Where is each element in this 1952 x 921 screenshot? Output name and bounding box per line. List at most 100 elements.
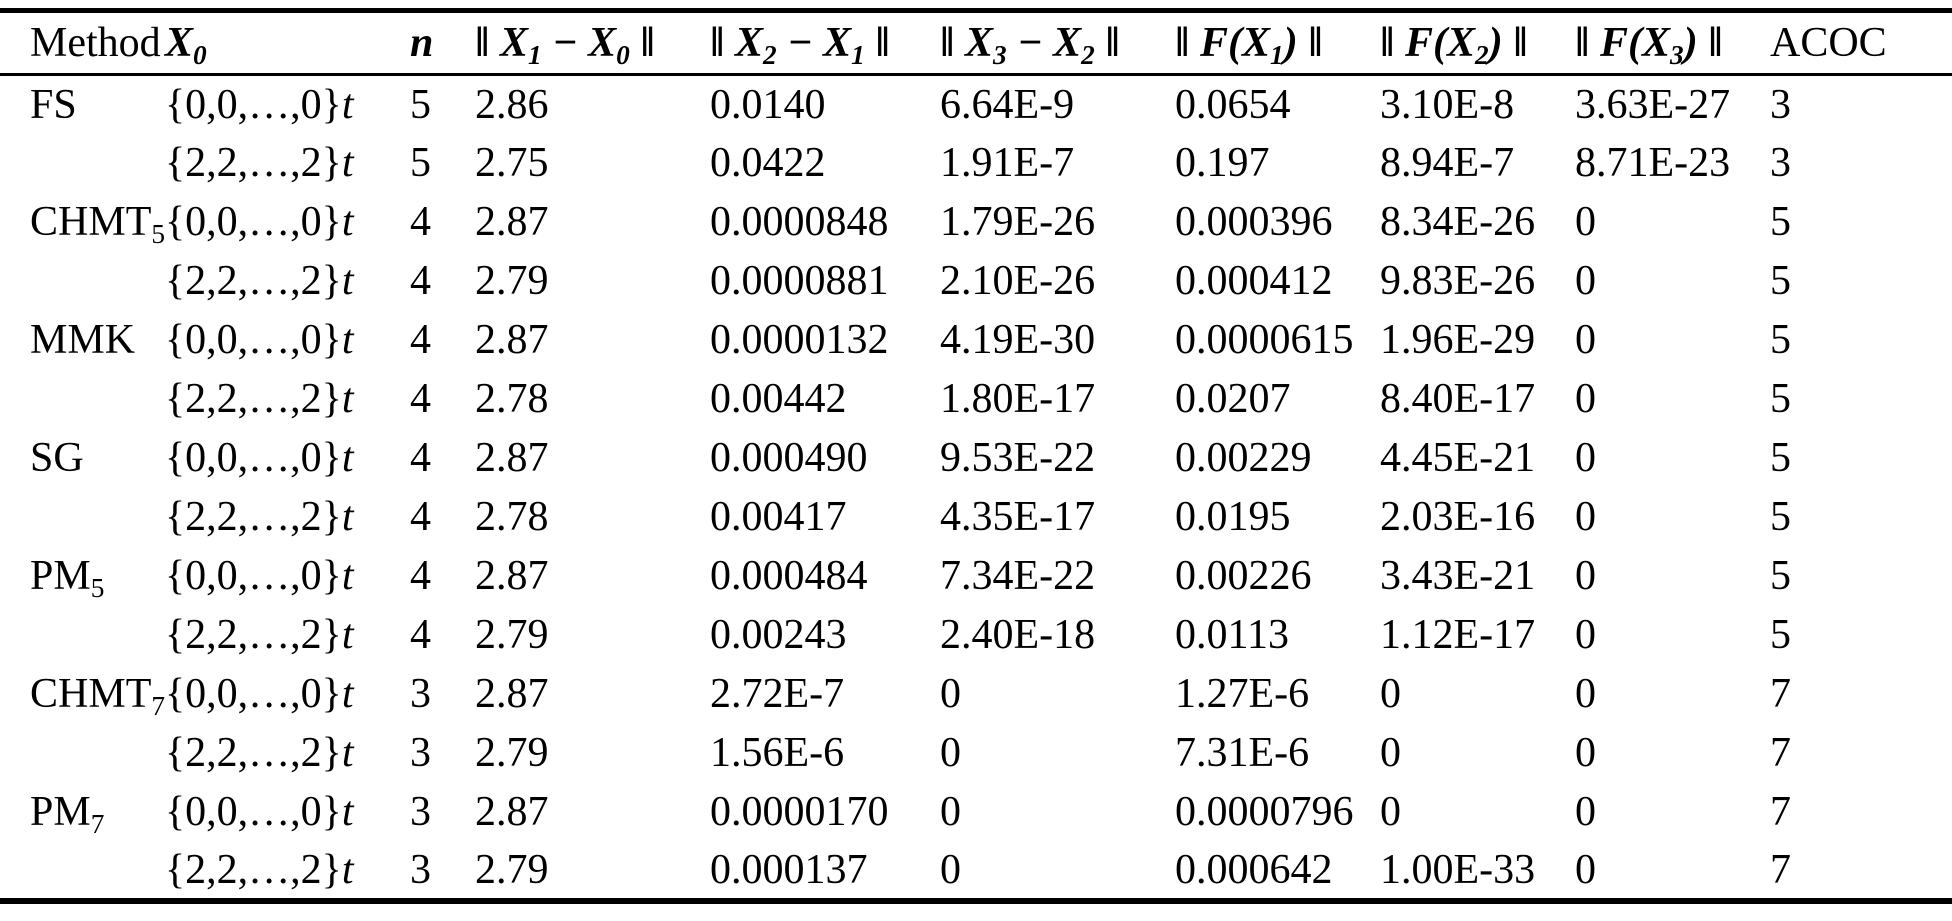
cell-f-x2: 0 [1380, 730, 1401, 776]
cell-x1-x0: 2.87 [475, 671, 549, 717]
cell-x2-x1: 0.0000132 [710, 317, 889, 363]
cell-f-x2: 1.12E-17 [1380, 612, 1536, 658]
cell-x0: {0,0,…,0}t [165, 435, 354, 481]
cell-x1-x0: 2.78 [475, 376, 549, 422]
cell-x3-x2: 0 [940, 846, 961, 893]
cell-n: 5 [410, 81, 431, 128]
cell-f-x1: 0.00226 [1175, 553, 1312, 599]
cell-n: 4 [410, 435, 431, 481]
cell-x2-x1: 0.000490 [710, 435, 868, 481]
cell-x1-x0: 2.87 [475, 199, 549, 245]
cell-x3-x2: 4.35E-17 [940, 494, 1096, 540]
cell-x2-x1: 0.00442 [710, 376, 847, 422]
cell-x3-x2: 2.40E-18 [940, 612, 1096, 658]
col-header-method: Method [30, 20, 161, 66]
cell-method: PM5 [30, 553, 105, 603]
cell-x2-x1: 0.0000848 [710, 199, 889, 245]
cell-f-x3: 8.71E-23 [1575, 140, 1731, 186]
cell-f-x1: 0.0195 [1175, 494, 1291, 540]
cell-f-x2: 3.10E-8 [1380, 81, 1515, 128]
cell-acoc: 5 [1770, 553, 1791, 599]
col-header-f-x2: ‖ F(X2) ‖ [1380, 20, 1528, 70]
table-row: FS {0,0,…,0}t 5 2.86 0.0140 6.64E-9 0.0654 3.10… [0, 75, 1952, 134]
cell-x3-x2: 1.79E-26 [940, 199, 1096, 245]
cell-f-x2: 1.96E-29 [1380, 317, 1536, 363]
table-row: {2,2,…,2}t 4 2.79 0.0000881 2.10E-26 0.000412… [0, 252, 1952, 311]
cell-x1-x0: 2.87 [475, 553, 549, 599]
table-row: {2,2,…,2}t 4 2.78 0.00442 1.80E-17 0.0207 8.40… [0, 370, 1952, 429]
col-header-f-x3: ‖ F(X3) ‖ [1575, 20, 1723, 70]
table-header-row: Method X0 n ‖ X1 − X0 ‖ ‖ X2 − X1 ‖ ‖ X3 − X2… [0, 11, 1952, 75]
cell-x0: {0,0,…,0}t [165, 553, 354, 599]
cell-f-x3: 0 [1575, 612, 1596, 658]
cell-f-x3: 0 [1575, 199, 1596, 245]
table-row: SG {0,0,…,0}t 4 2.87 0.000490 9.53E-22 0.00229… [0, 429, 1952, 488]
cell-n: 3 [410, 671, 431, 717]
table-row: MMK {0,0,…,0}t 4 2.87 0.0000132 4.19E-30 0.000… [0, 311, 1952, 370]
cell-method [0, 134, 165, 193]
table-row: {2,2,…,2}t 4 2.79 0.00243 2.40E-18 0.0113 1.12… [0, 606, 1952, 665]
col-header-acoc: ACOC [1770, 20, 1887, 66]
cell-acoc: 7 [1770, 846, 1791, 893]
cell-f-x1: 0.000642 [1175, 846, 1333, 893]
col-header-x3-x2: ‖ X3 − X2 ‖ [940, 20, 1120, 70]
cell-x0: {2,2,…,2}t [165, 258, 354, 304]
cell-method: CHMT5 [30, 199, 166, 249]
cell-x0: {0,0,…,0}t [165, 789, 354, 835]
numerical-results-table: Method X0 n ‖ X1 − X0 ‖ ‖ X2 − X1 ‖ ‖ X3 − X2… [0, 8, 1952, 904]
cell-n: 4 [410, 199, 431, 245]
cell-f-x2: 0 [1380, 789, 1401, 835]
cell-x1-x0: 2.87 [475, 435, 549, 481]
cell-f-x1: 0.0000796 [1175, 789, 1354, 835]
col-header-f-x1: ‖ F(X1) ‖ [1175, 20, 1323, 70]
cell-x1-x0: 2.78 [475, 494, 549, 540]
cell-f-x1: 0.00229 [1175, 435, 1312, 481]
cell-n: 4 [410, 317, 431, 363]
cell-x2-x1: 1.56E-6 [710, 730, 845, 776]
cell-f-x2: 2.03E-16 [1380, 494, 1536, 540]
cell-f-x1: 1.27E-6 [1175, 671, 1310, 717]
cell-x3-x2: 1.91E-7 [940, 140, 1075, 186]
cell-x1-x0: 2.79 [475, 258, 549, 304]
cell-x2-x1: 0.0422 [710, 140, 826, 186]
table-row: PM7 {0,0,…,0}t 3 2.87 0.0000170 0 0.0000796 0 0 7 [0, 783, 1952, 842]
cell-f-x2: 3.43E-21 [1380, 553, 1536, 599]
cell-x0: {2,2,…,2}t [165, 376, 354, 422]
cell-x1-x0: 2.79 [475, 612, 549, 658]
cell-acoc: 7 [1770, 789, 1791, 835]
table-row: CHMT5 {0,0,…,0}t 4 2.87 0.0000848 1.79E-26 0.0… [0, 193, 1952, 252]
cell-f-x2: 8.34E-26 [1380, 199, 1536, 245]
cell-x0: {2,2,…,2}t [165, 612, 354, 658]
cell-x0: {2,2,…,2}t [165, 494, 354, 540]
cell-n: 4 [410, 612, 431, 658]
cell-x3-x2: 1.80E-17 [940, 376, 1096, 422]
cell-method: PM7 [30, 789, 105, 839]
cell-n: 3 [410, 846, 431, 893]
cell-x1-x0: 2.86 [475, 81, 549, 128]
cell-x3-x2: 0 [940, 789, 961, 835]
cell-n: 4 [410, 494, 431, 540]
cell-f-x3: 0 [1575, 317, 1596, 363]
table-row: {2,2,…,2}t 5 2.75 0.0422 1.91E-7 0.197 8.94E-7… [0, 134, 1952, 193]
cell-n: 5 [410, 140, 431, 186]
cell-f-x3: 0 [1575, 730, 1596, 776]
cell-x3-x2: 2.10E-26 [940, 258, 1096, 304]
cell-acoc: 5 [1770, 199, 1791, 245]
cell-x0: {0,0,…,0}t [165, 671, 354, 717]
cell-f-x3: 0 [1575, 789, 1596, 835]
cell-x0: {0,0,…,0}t [165, 199, 354, 245]
cell-x0: {0,0,…,0}t [165, 81, 354, 128]
cell-f-x1: 0.0000615 [1175, 317, 1354, 363]
table-row: PM5 {0,0,…,0}t 4 2.87 0.000484 7.34E-22 0.0022… [0, 547, 1952, 606]
cell-method [0, 252, 165, 311]
cell-x2-x1: 2.72E-7 [710, 671, 845, 717]
cell-f-x1: 0.000396 [1175, 199, 1333, 245]
cell-f-x1: 0.197 [1175, 140, 1270, 186]
cell-method [0, 370, 165, 429]
cell-acoc: 5 [1770, 317, 1791, 363]
cell-method: SG [30, 435, 84, 481]
cell-x1-x0: 2.75 [475, 140, 549, 186]
cell-f-x1: 7.31E-6 [1175, 730, 1310, 776]
table-row: {2,2,…,2}t 3 2.79 0.000137 0 0.000642 1.00E-33… [0, 842, 1952, 901]
cell-method: FS [30, 81, 77, 128]
